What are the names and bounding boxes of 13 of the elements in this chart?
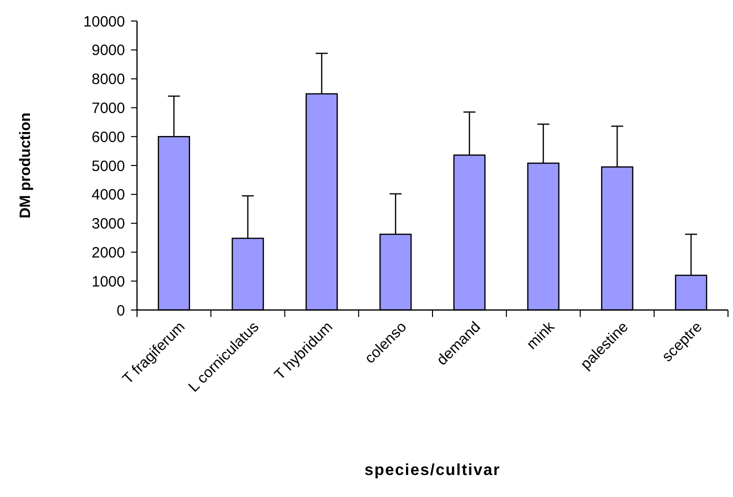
y-tick-label: 9000 <box>92 42 125 60</box>
y-tick-label: 3000 <box>92 216 125 233</box>
y-tick-label: 1000 <box>92 273 125 290</box>
y-tick-label: 5000 <box>92 158 125 175</box>
y-tick-label: 2000 <box>92 244 125 262</box>
y-tick-label: 0 <box>116 302 125 320</box>
y-tick-label: 10000 <box>83 13 125 30</box>
y-axis-title: DM production <box>17 112 34 218</box>
y-tick-label: 8000 <box>92 71 125 88</box>
y-tick-label: 7000 <box>92 100 125 117</box>
y-tick-label: 6000 <box>92 128 125 146</box>
y-tick-label: 4000 <box>92 186 125 204</box>
x-axis-title: species/cultivar <box>364 462 501 479</box>
